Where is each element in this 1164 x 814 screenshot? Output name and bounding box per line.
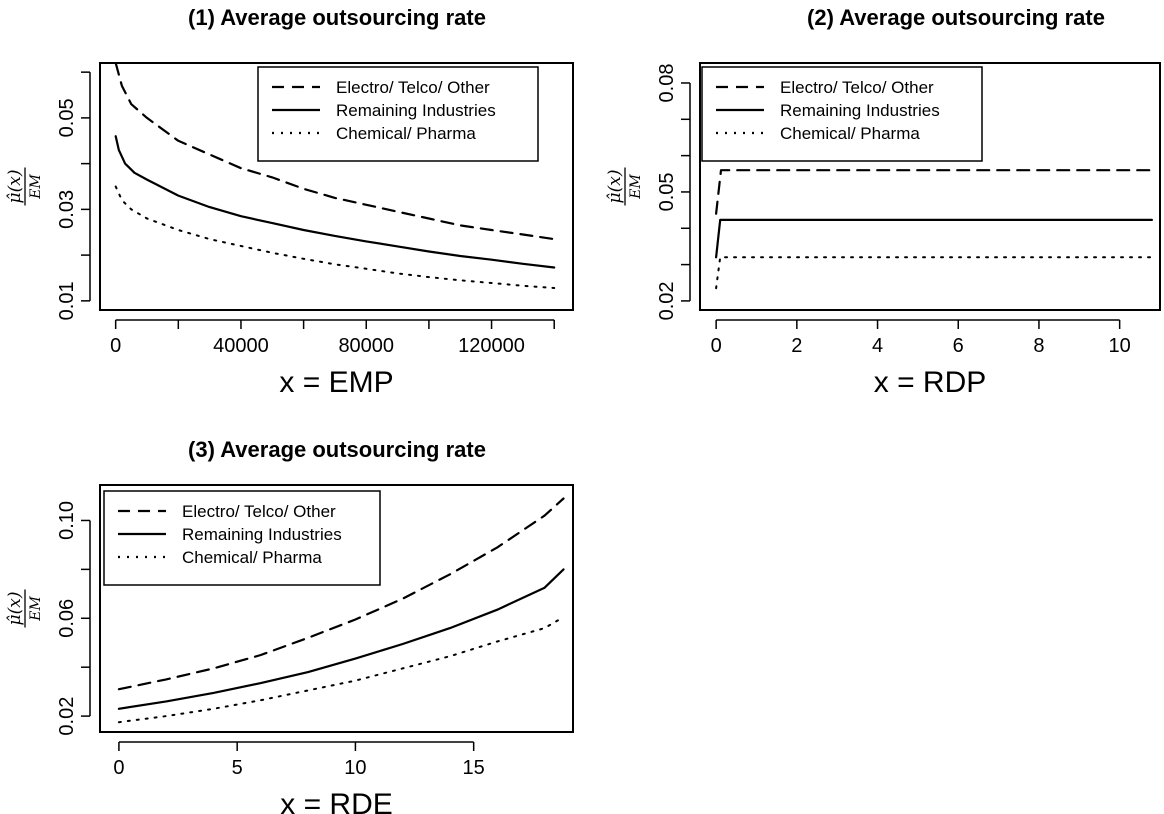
- x-tick-label: 0: [113, 757, 124, 779]
- legend-label-electro-telco-other: Electro/ Telco/ Other: [336, 78, 490, 97]
- y-tick-label: 0.06: [56, 599, 78, 638]
- legend-label-chemical-pharma: Chemical/ Pharma: [336, 124, 476, 143]
- y-tick-label: 0.02: [56, 697, 78, 736]
- series-line-electro-telco-other: [714, 169, 1154, 215]
- y-axis-label: μ̂(x) EM: [5, 589, 44, 628]
- x-axis-label: x = RDE: [280, 788, 393, 814]
- series-group: [117, 497, 565, 724]
- y-tick-label: 0.03: [56, 190, 78, 229]
- chart-title: (1) Average outsourcing rate: [188, 5, 486, 30]
- y-axis-label: μ̂(x) EM: [5, 167, 44, 206]
- legend-label-remaining-industries: Remaining Industries: [336, 101, 496, 120]
- legend-label-chemical-pharma: Chemical/ Pharma: [780, 124, 920, 143]
- y-label-numerator: μ̂(x): [605, 170, 625, 204]
- y-tick-label: 0.05: [56, 98, 78, 137]
- legend: Electro/ Telco/ Other Remaining Industrie…: [701, 66, 983, 162]
- legend-label-remaining-industries: Remaining Industries: [780, 101, 940, 120]
- y-tick-label: 0.01: [56, 281, 78, 320]
- y-tick-label: 0.02: [656, 281, 678, 320]
- series-line-remaining-industries: [114, 135, 556, 269]
- legend-box: [257, 66, 539, 162]
- y-label-denominator: EM: [628, 174, 644, 200]
- series-group: [114, 61, 556, 289]
- x-tick-label: 40000: [213, 335, 269, 357]
- y-label-numerator: μ̂(x): [5, 592, 25, 626]
- legend-label-electro-telco-other: Electro/ Telco/ Other: [182, 502, 336, 521]
- y-tick-label: 0.08: [656, 64, 678, 103]
- x-axis-label: x = EMP: [279, 366, 393, 399]
- y-axis: 0.01 0.03 0.05: [56, 71, 91, 320]
- series-line-electro-telco-other: [114, 61, 556, 241]
- x-tick-label: 120000: [458, 335, 525, 357]
- series-line-chemical-pharma: [715, 256, 1153, 290]
- x-axis: 0 5 10 15: [113, 741, 485, 779]
- x-tick-label: 0: [110, 335, 121, 357]
- y-axis: 0.02 0.06 0.10: [56, 501, 91, 736]
- series-group: [714, 169, 1154, 290]
- x-tick-label: 80000: [338, 335, 394, 357]
- series-line-chemical-pharma: [114, 185, 556, 289]
- y-label-numerator: μ̂(x): [5, 170, 25, 204]
- x-tick-label: 10: [1109, 335, 1131, 357]
- x-axis-label: x = RDP: [874, 366, 987, 399]
- chart-1: (1) Average outsourcing rate 0 40000 80000 1…: [5, 5, 574, 399]
- x-tick-label: 0: [711, 335, 722, 357]
- legend-box: [103, 490, 381, 586]
- series-line-chemical-pharma: [117, 616, 565, 724]
- x-tick-label: 5: [232, 757, 243, 779]
- x-tick-label: 15: [463, 757, 485, 779]
- x-tick-label: 10: [344, 757, 366, 779]
- series-line-remaining-industries: [117, 568, 565, 710]
- x-tick-label: 6: [953, 335, 964, 357]
- legend-label-electro-telco-other: Electro/ Telco/ Other: [780, 78, 934, 97]
- chart-title: (2) Average outsourcing rate: [807, 5, 1105, 30]
- legend: Electro/ Telco/ Other Remaining Industrie…: [257, 66, 539, 162]
- y-axis-label: μ̂(x) EM: [605, 167, 644, 206]
- legend-box: [701, 66, 983, 162]
- y-label-denominator: EM: [28, 596, 44, 622]
- x-axis: 0 2 4 6 8 10: [711, 319, 1131, 357]
- y-label-denominator: EM: [28, 174, 44, 200]
- x-tick-label: 8: [1033, 335, 1044, 357]
- series-line-electro-telco-other: [117, 497, 565, 691]
- x-tick-label: 2: [791, 335, 802, 357]
- y-axis: 0.02 0.05 0.08: [656, 64, 691, 320]
- x-axis: 0 40000 80000 120000: [110, 319, 555, 357]
- plot-frame: [99, 62, 574, 311]
- y-tick-label: 0.05: [656, 172, 678, 211]
- legend-label-chemical-pharma: Chemical/ Pharma: [182, 548, 322, 567]
- plot-frame: [99, 484, 574, 733]
- series-line-remaining-industries: [714, 218, 1154, 259]
- legend: Electro/ Telco/ Other Remaining Industrie…: [103, 490, 381, 586]
- plot-frame: [699, 62, 1161, 311]
- x-tick-label: 4: [872, 335, 883, 357]
- chart-title: (3) Average outsourcing rate: [188, 437, 486, 462]
- y-tick-label: 0.10: [56, 501, 78, 540]
- legend-label-remaining-industries: Remaining Industries: [182, 525, 342, 544]
